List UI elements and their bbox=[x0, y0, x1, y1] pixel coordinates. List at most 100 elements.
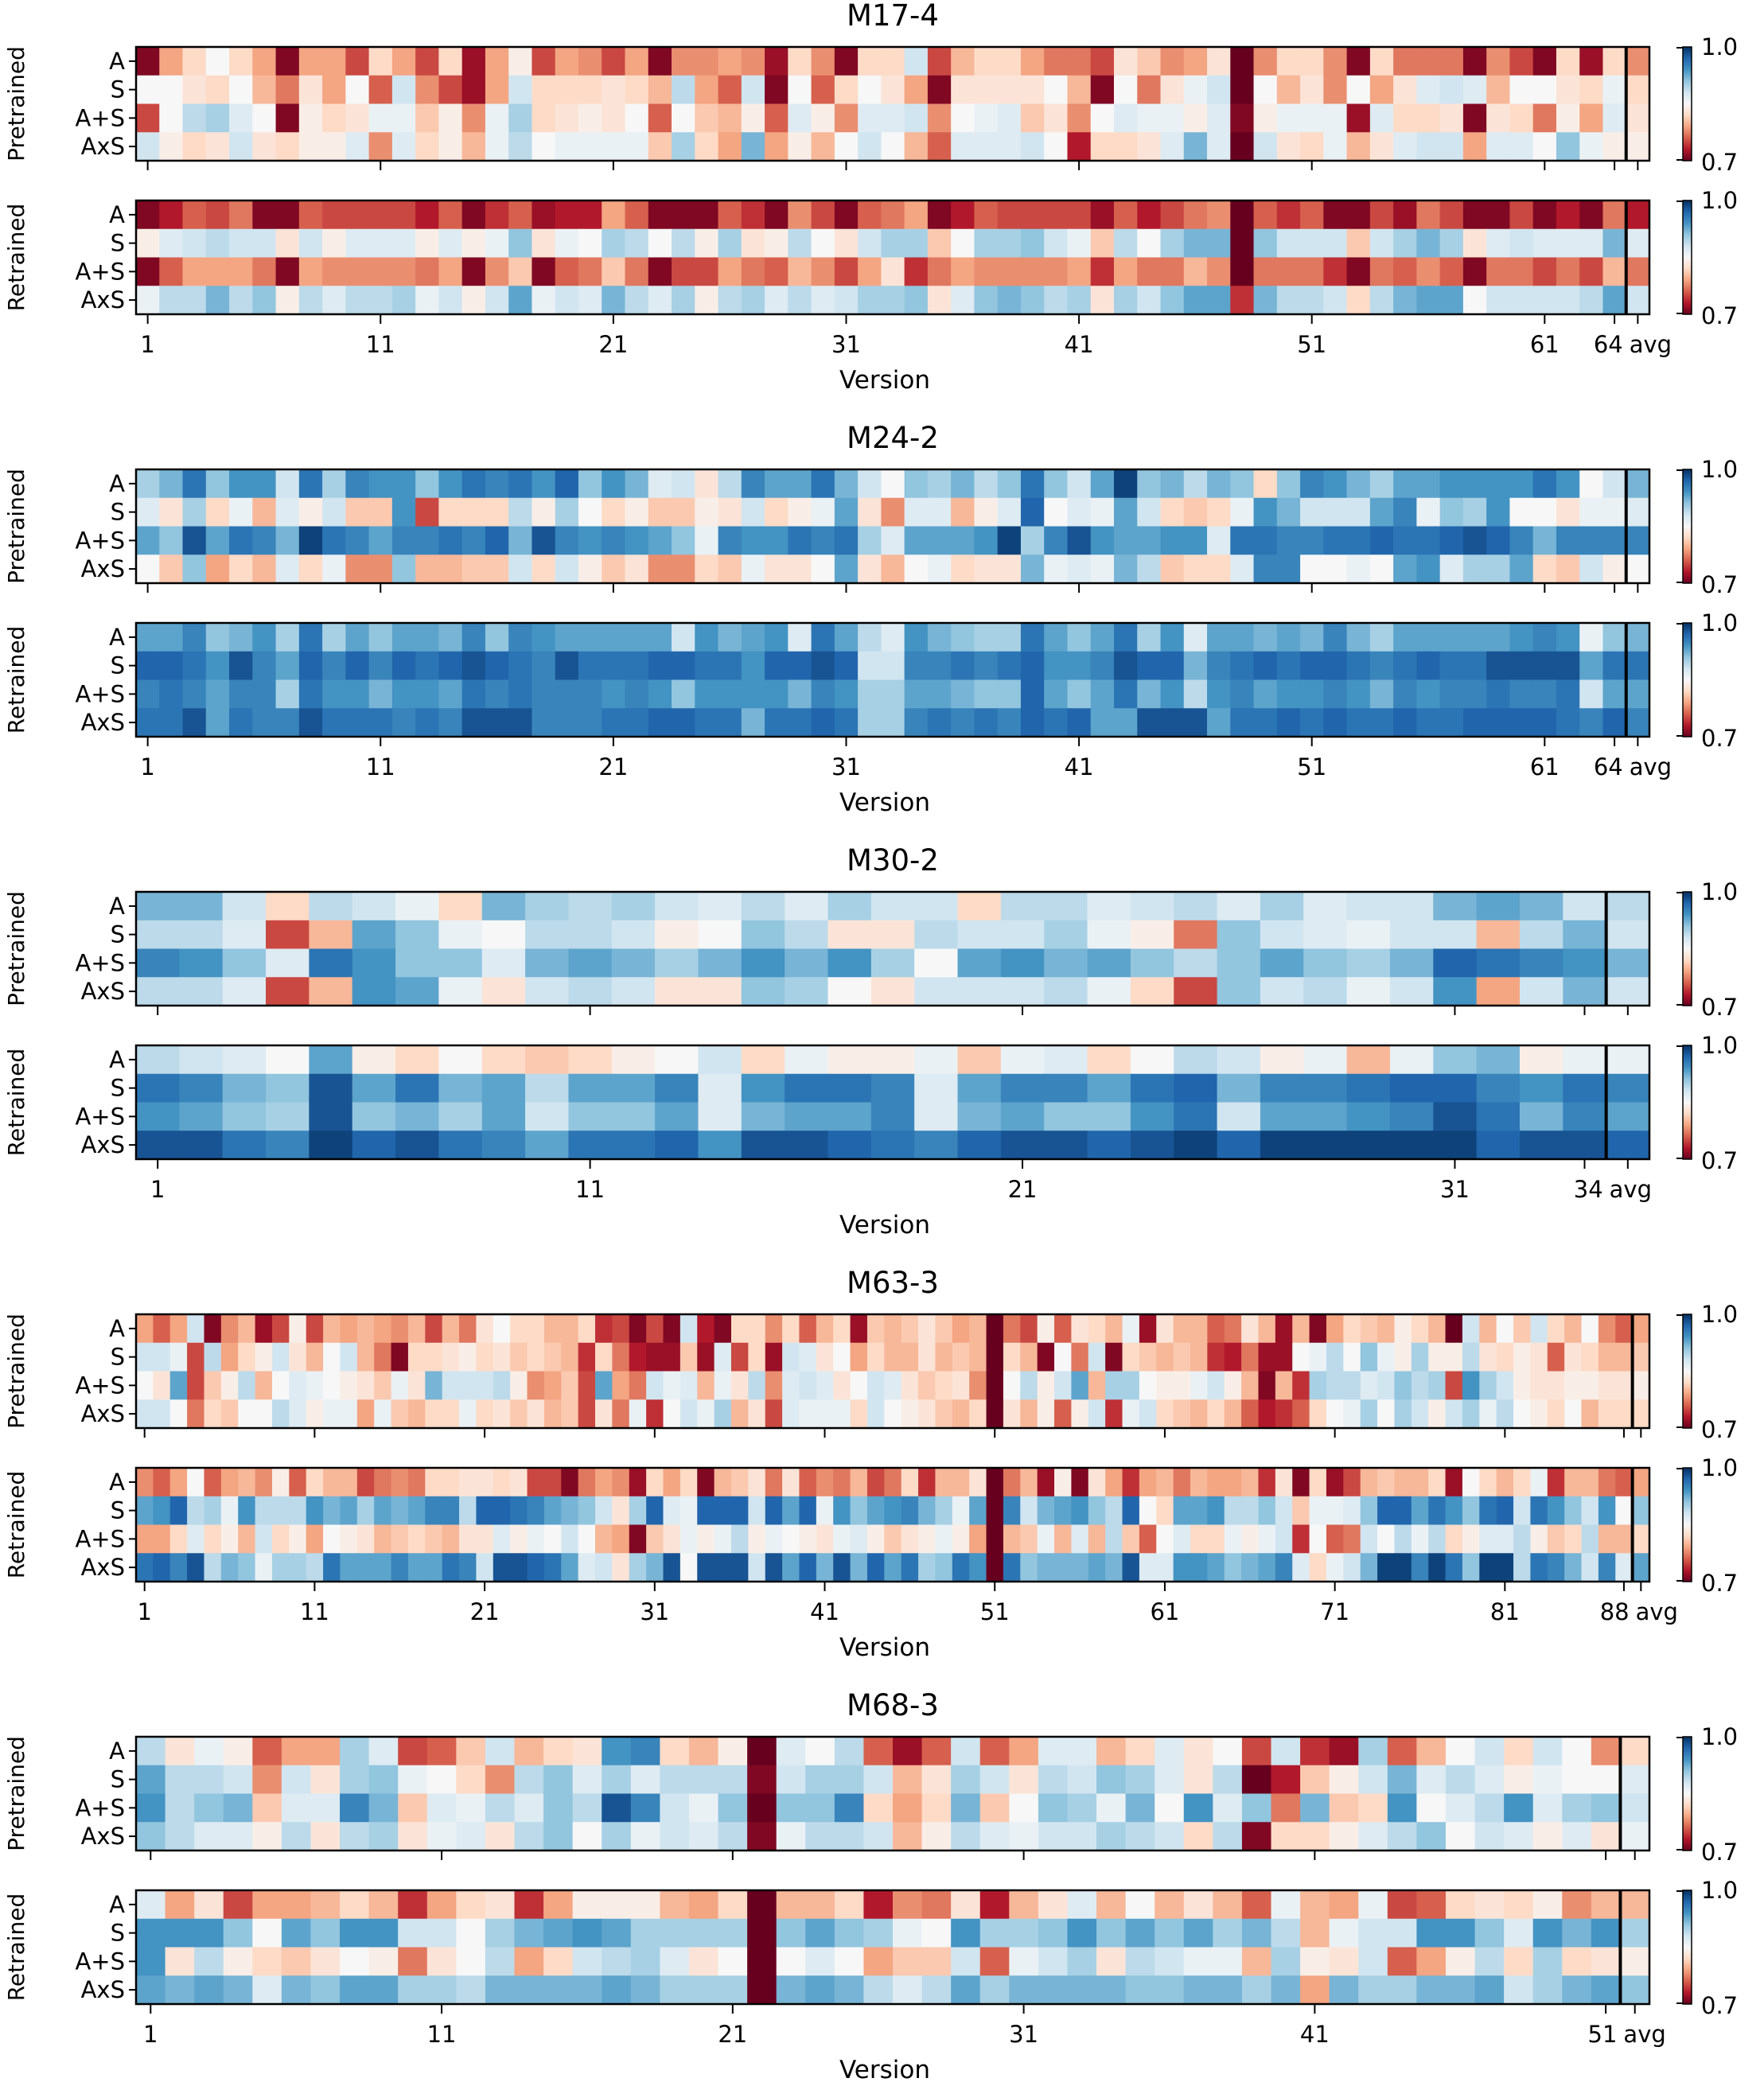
heatmap-cell bbox=[438, 1102, 483, 1131]
heatmap-cell bbox=[629, 1342, 647, 1372]
heatmap-cell bbox=[204, 1524, 222, 1554]
heatmap-cell bbox=[782, 1496, 800, 1526]
heatmap-cell bbox=[1556, 200, 1580, 230]
heatmap-cell bbox=[182, 75, 207, 105]
heatmap-cell bbox=[1556, 469, 1580, 499]
heatmap-cell bbox=[1519, 1045, 1563, 1075]
heatmap-cell bbox=[1183, 47, 1208, 76]
panel-label: Pretrained bbox=[3, 1736, 29, 1851]
heatmap-cell bbox=[602, 1918, 632, 1948]
heatmap-cell bbox=[1509, 228, 1534, 259]
heatmap-cell bbox=[1044, 555, 1069, 584]
heatmap-cell bbox=[153, 1314, 171, 1344]
heatmap-cell bbox=[765, 228, 789, 259]
heatmap-cell bbox=[461, 132, 486, 162]
heatmap-cell bbox=[1562, 1822, 1592, 1851]
heatmap-cell bbox=[655, 1073, 699, 1103]
heatmap-cell bbox=[238, 1314, 256, 1344]
heatmap-cell bbox=[1393, 679, 1417, 709]
heatmap-cell bbox=[1207, 132, 1231, 162]
heatmap-cell bbox=[921, 1793, 952, 1823]
heatmap-cell bbox=[1513, 1399, 1531, 1429]
heatmap-cell bbox=[1000, 1131, 1045, 1160]
heatmap-cell bbox=[935, 1314, 953, 1344]
heatmap-cell bbox=[1532, 1918, 1563, 1948]
heatmap-cell bbox=[1360, 1342, 1378, 1372]
heatmap-cell bbox=[220, 1468, 239, 1497]
heatmap-cell bbox=[1602, 228, 1627, 259]
heatmap-cell bbox=[986, 1371, 1004, 1400]
heatmap-cell bbox=[1038, 1918, 1069, 1948]
heatmap-cell bbox=[765, 497, 789, 527]
heatmap-cell bbox=[1190, 1468, 1208, 1497]
heatmap-cell bbox=[442, 1342, 460, 1372]
heatmap-cell bbox=[1087, 1102, 1131, 1131]
heatmap-cell bbox=[741, 497, 765, 527]
heatmap-cell bbox=[1113, 103, 1138, 133]
heatmap-cell bbox=[858, 132, 882, 162]
heatmap-cell bbox=[1096, 1947, 1127, 1976]
heatmap-cell bbox=[1020, 132, 1045, 162]
heatmap-cell bbox=[459, 1371, 477, 1400]
heatmap-cell bbox=[1615, 1342, 1634, 1372]
heatmap-cell bbox=[510, 1468, 528, 1497]
heatmap-cell bbox=[1160, 200, 1185, 230]
heatmap-cell bbox=[555, 286, 579, 315]
heatmap-cell bbox=[1439, 286, 1464, 315]
heatmap-cell bbox=[532, 132, 556, 162]
heatmap-cell bbox=[1479, 1524, 1497, 1554]
heatmap-cell bbox=[602, 1947, 632, 1976]
x-tick-label: 21 bbox=[470, 1598, 500, 1625]
panel-label: Retrained bbox=[3, 1049, 29, 1157]
heatmap-cell bbox=[461, 286, 486, 315]
heatmap-cell bbox=[1532, 1737, 1563, 1766]
heatmap-cell bbox=[1183, 526, 1208, 555]
heatmap-cell bbox=[914, 892, 959, 921]
heatmap-cell bbox=[957, 1045, 1002, 1075]
heatmap-cell bbox=[289, 1399, 307, 1429]
heatmap-cell bbox=[1253, 526, 1278, 555]
heatmap-cell bbox=[741, 47, 765, 76]
heatmap-cell bbox=[1462, 526, 1487, 555]
heatmap-cell bbox=[275, 651, 300, 681]
heatmap-cell bbox=[1253, 257, 1278, 286]
heatmap-cell bbox=[1309, 1553, 1327, 1582]
heatmap-cell bbox=[1044, 977, 1088, 1006]
heatmap-cell bbox=[1394, 1314, 1412, 1344]
heatmap-cell bbox=[136, 1342, 154, 1372]
heatmap-cell bbox=[485, 1822, 516, 1851]
heatmap-cell bbox=[1532, 497, 1557, 527]
heatmap-cell bbox=[1300, 1765, 1330, 1795]
heatmap-cell bbox=[493, 1399, 511, 1429]
heatmap-cell bbox=[340, 1524, 358, 1554]
heatmap-cell bbox=[345, 257, 370, 286]
heatmap-cell bbox=[1547, 1468, 1565, 1497]
heatmap-cell bbox=[229, 708, 253, 737]
heatmap-cell bbox=[271, 1468, 290, 1497]
heatmap-cell bbox=[866, 1314, 885, 1344]
heatmap-cell bbox=[893, 1890, 923, 1920]
heatmap-cell bbox=[1038, 1890, 1069, 1920]
colorbar-min-label: 0.7 bbox=[1701, 571, 1738, 598]
heatmap-cell bbox=[718, 623, 742, 652]
heatmap-cell bbox=[561, 1524, 579, 1554]
panel-frame bbox=[134, 890, 1651, 1007]
heatmap-cell bbox=[205, 526, 230, 555]
heatmap-cell bbox=[1105, 1553, 1123, 1582]
heatmap-cell bbox=[1253, 469, 1278, 499]
chart-title: M68-3 bbox=[847, 1688, 939, 1722]
heatmap-cell bbox=[391, 103, 416, 133]
heatmap-cell bbox=[1183, 1918, 1213, 1948]
heatmap-cell bbox=[1038, 1793, 1069, 1823]
heatmap-cell bbox=[688, 1793, 719, 1823]
heatmap-cell bbox=[1258, 1314, 1276, 1344]
colorbar-max-label: 1.0 bbox=[1701, 187, 1738, 214]
heatmap-cell bbox=[870, 1045, 915, 1075]
heatmap-cell bbox=[805, 1793, 835, 1823]
heatmap-cell bbox=[1563, 1045, 1607, 1075]
heatmap-cell bbox=[1020, 1524, 1038, 1554]
heatmap-cell bbox=[805, 1890, 835, 1920]
row-label: A bbox=[109, 1046, 125, 1073]
heatmap-cell bbox=[391, 651, 416, 681]
heatmap-cell bbox=[298, 623, 323, 652]
